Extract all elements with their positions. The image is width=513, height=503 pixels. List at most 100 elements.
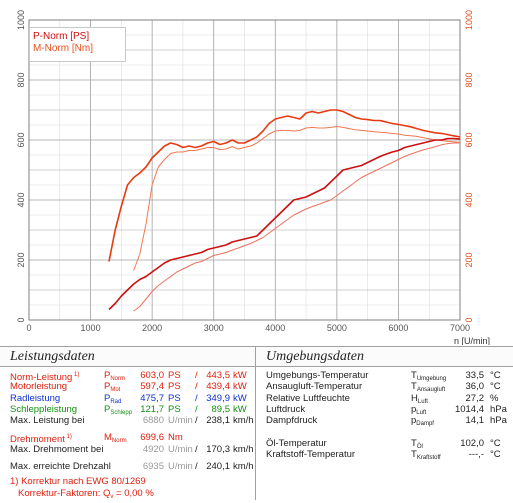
- leistungsdaten-panel: Leistungsdaten Norm-Leistung 1) PNorm 603,…: [0, 346, 256, 500]
- umgebung-row: [256, 426, 513, 437]
- leistungsdaten-title: Leistungsdaten: [0, 346, 255, 367]
- umgebung-label: Öl-Temperatur: [266, 437, 327, 449]
- leistung-value-2: 443,5: [206, 370, 230, 381]
- footnote-factors-sub: v: [110, 493, 114, 500]
- leistung-unit-2: km/h: [233, 415, 254, 427]
- leistung-unit-1: PS: [168, 392, 181, 404]
- leistungsdaten-rows: Norm-Leistung 1) PNorm 603,0 PS/443,5 kW Moto…: [0, 367, 255, 472]
- right-tick-label: 800: [464, 72, 474, 87]
- leistung-value-1: 475,7: [140, 392, 164, 404]
- leistung-row: Schleppleistung PSchlepp 121,7 PS / 89,5 kW: [0, 403, 255, 416]
- right-tick-label: 1000: [464, 10, 474, 30]
- leistung-separator: /: [195, 403, 198, 415]
- umgebung-symbol: TUmgebung: [411, 370, 447, 382]
- leistung-separator: /: [195, 392, 198, 404]
- umgebung-unit: %: [490, 392, 499, 404]
- umgebung-row: Kraftstoff-Temperatur TKraftstoff ---,- °C: [256, 449, 513, 461]
- left-tick-label: 200: [16, 252, 26, 267]
- x-tick-label: 1000: [81, 323, 101, 333]
- leistung-value-2: 170,3: [206, 443, 230, 455]
- leistung-symbol: PSchlepp: [104, 403, 133, 416]
- leistung-value-1: 6880: [142, 415, 164, 427]
- umgebung-row: Öl-Temperatur TÖl 102,0 °C: [256, 437, 513, 450]
- x-tick-label: 0: [26, 323, 31, 333]
- umgebung-value: ---,-: [468, 449, 484, 461]
- footnote-correction: 1) Korrektur nach EWG 80/1269: [0, 476, 255, 487]
- umgebung-label: Luftdruck: [266, 403, 306, 415]
- leistung-row: Motorleistung PMot 597,4 PS / 439,4 kW: [0, 381, 255, 393]
- leistung-unit-1: U/min: [168, 443, 193, 455]
- leistung-label: Max. erreichte Drehzahl: [10, 461, 111, 473]
- x-axis-label: n [U/min]: [454, 336, 490, 345]
- chart-legend: P-Norm [PS] M-Norm [Nm]: [29, 27, 126, 62]
- leistung-value-2: 349,9: [206, 392, 230, 404]
- umgebung-symbol-sub: Luft: [416, 409, 427, 416]
- x-tick-label: 2000: [142, 323, 162, 333]
- footnote-factors-value: = 0,00 %: [116, 487, 154, 499]
- leistung-row: Max. Leistung bei 6880 U/min/ 238,1 km/h: [0, 415, 255, 426]
- leistung-unit-1: PS: [168, 381, 181, 393]
- umgebung-symbol-sub: Umgebung: [416, 376, 447, 382]
- umgebung-symbol: pDampf: [411, 415, 434, 428]
- footnote-factors-text: Korrektur-Faktoren: Qv = 0,00 %: [18, 488, 154, 503]
- umgebungsdaten-panel: Umgebungsdaten Umgebungs-Temperatur TUmge…: [256, 346, 513, 500]
- leistung-symbol: PMot: [104, 381, 121, 394]
- leistung-value-2: 240,1: [206, 461, 230, 473]
- leistung-value-2: 89,5: [211, 403, 231, 415]
- leistung-value-2: 439,4: [206, 381, 230, 393]
- leistung-value-2: 238,1: [206, 415, 230, 427]
- umgebung-value: 33,5: [465, 370, 485, 381]
- umgebung-unit: °C: [490, 449, 501, 461]
- leistung-unit-2: kW: [233, 403, 247, 415]
- leistung-value-1: 603,0: [140, 370, 164, 381]
- leistung-symbol-sub: Rad: [110, 398, 122, 405]
- footnote-factors: Korrektur-Faktoren: Qv = 0,00 %: [0, 488, 255, 500]
- leistung-label: Radleistung: [10, 392, 61, 404]
- x-tick-label: 5000: [327, 323, 347, 333]
- umgebung-row: Relative Luftfeuchte HLuft 27,2%: [256, 392, 513, 405]
- umgebung-unit: hPa: [490, 415, 507, 427]
- leistung-value-1: 699,6: [140, 432, 164, 444]
- leistung-row: Max. Drehmoment bei 4920 U/min/ 170,3 km/h: [0, 444, 255, 455]
- umgebung-symbol: TÖl: [411, 437, 423, 450]
- left-tick-label: 800: [16, 72, 26, 87]
- leistung-separator: /: [195, 461, 198, 473]
- leistung-footnote-mark: 1): [64, 434, 72, 441]
- umgebung-label: Ansaugluft-Temperatur: [266, 381, 363, 393]
- chart-grid: [28, 19, 461, 321]
- umgebungsdaten-rows: Umgebungs-Temperatur TUmgebung 33,5 °C Ansau…: [256, 367, 513, 461]
- legend-entry-p-norm: P-Norm [PS]: [33, 31, 90, 42]
- series-line-4: [133, 142, 460, 312]
- legend-entry-m-norm: M-Norm [Nm]: [33, 43, 93, 54]
- leistung-label: Max. Drehmoment bei: [10, 443, 104, 455]
- leistung-separator: /: [195, 415, 198, 427]
- x-tick-label: 7000: [450, 323, 470, 333]
- leistung-value-1: 597,4: [140, 381, 164, 393]
- x-tick-label: 4000: [265, 323, 285, 333]
- right-tick-label: 0: [464, 317, 474, 322]
- umgebung-row: Dampfdruck pDampf 14,1 hPa: [256, 415, 513, 427]
- umgebung-label: Dampfdruck: [266, 415, 318, 427]
- leistung-label: Drehmoment 1): [10, 434, 72, 446]
- leistung-symbol-sub: Norm: [110, 376, 126, 382]
- right-tick-label: 400: [464, 192, 474, 207]
- leistung-row: Max. erreichte Drehzahl 6935 U/min/ 240,1 km…: [0, 461, 255, 472]
- leistung-symbol-sub: Schlepp: [110, 409, 133, 416]
- leistung-unit-2: kW: [233, 381, 247, 393]
- umgebung-symbol: pLuft: [411, 403, 427, 416]
- umgebung-row: Luftdruck pLuft 1014,4 hPa: [256, 403, 513, 416]
- umgebung-label: Relative Luftfeuchte: [266, 392, 350, 404]
- x-tick-label: 3000: [204, 323, 224, 333]
- umgebungsdaten-title: Umgebungsdaten: [256, 346, 513, 367]
- umgebung-symbol: TAnsaugluft: [411, 381, 446, 394]
- plot-frame: [28, 19, 461, 321]
- umgebung-label: Kraftstoff-Temperatur: [266, 449, 356, 461]
- umgebung-row: Umgebungs-Temperatur TUmgebung 33,5 °C: [256, 370, 513, 382]
- leistung-row: Radleistung PRad 475,7 PS / 349,9 kW: [0, 392, 255, 405]
- umgebung-value: 36,0: [465, 381, 485, 393]
- leistung-value-1: 121,7: [140, 403, 164, 415]
- leistung-separator: /: [195, 443, 198, 455]
- left-tick-label: 0: [16, 317, 26, 322]
- right-tick-label: 200: [464, 252, 474, 267]
